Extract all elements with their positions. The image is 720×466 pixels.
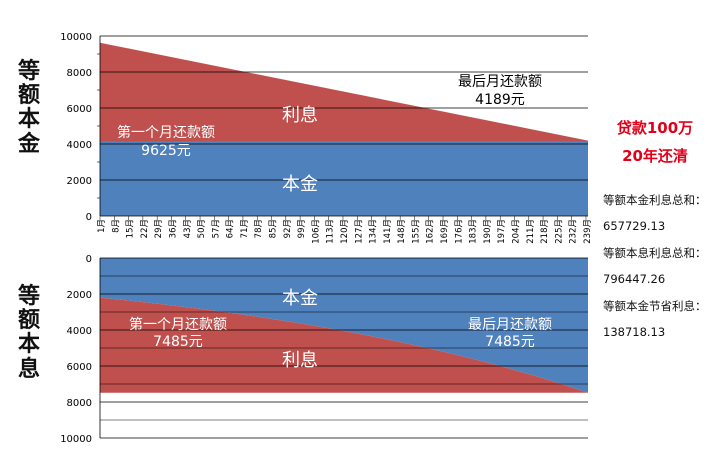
- x-tick-label: 92月: [283, 219, 293, 238]
- bottom-y-tick-label: 6000: [67, 362, 92, 373]
- x-tick-label: 113月: [326, 219, 336, 244]
- top-y-tick-label: 10000: [60, 32, 92, 43]
- note-label-1: 等额本金利息总和：: [603, 193, 707, 207]
- note-label-3: 等额本金节省利息：: [603, 299, 707, 313]
- top-last-payment-value: 4189元: [475, 92, 525, 108]
- loan-term: 20年还清: [622, 147, 688, 165]
- bottom-interest-label: 利息: [282, 350, 318, 371]
- x-tick-label: 141月: [383, 219, 393, 244]
- x-tick-label: 64月: [226, 219, 236, 238]
- top-first-payment-value: 9625元: [141, 143, 191, 159]
- x-tick-label: 162月: [426, 219, 436, 244]
- x-tick-label: 225月: [554, 219, 564, 244]
- bottom-principal-area: [100, 258, 588, 393]
- x-tick-label: 148月: [397, 219, 407, 244]
- x-tick-label: 211月: [526, 219, 536, 244]
- x-tick-label: 176月: [454, 219, 464, 244]
- x-tick-label: 78月: [254, 219, 264, 238]
- top-y-tick-label: 4000: [67, 140, 92, 151]
- top-interest-area: [100, 42, 588, 141]
- x-tick-label: 29月: [154, 219, 164, 238]
- x-tick-label: 204月: [511, 219, 521, 244]
- x-tick-label: 43月: [183, 219, 193, 238]
- note-value-3: 138718.13: [603, 325, 666, 339]
- top-last-payment-label: 最后月还款额: [458, 74, 542, 90]
- x-tick-label: 197月: [497, 219, 507, 244]
- x-tick-label: 190月: [483, 219, 493, 244]
- x-tick-label: 99月: [297, 219, 307, 238]
- x-tick-label: 71月: [240, 219, 250, 238]
- bottom-last-payment-label: 最后月还款额: [468, 317, 552, 333]
- bottom-y-tick-label: 0: [86, 254, 92, 265]
- x-tick-label: 1月: [97, 219, 107, 233]
- top-y-tick-label: 6000: [67, 104, 92, 115]
- bottom-last-payment-value: 7485元: [485, 334, 535, 350]
- top-first-payment-label: 第一个月还款额: [117, 124, 215, 141]
- x-tick-label: 134月: [369, 219, 379, 244]
- x-tick-label: 239月: [583, 219, 593, 244]
- x-tick-label: 183月: [469, 219, 479, 244]
- x-tick-label: 106月: [311, 219, 321, 244]
- top-principal-label: 本金: [282, 174, 318, 195]
- bottom-interest-area: [100, 297, 588, 393]
- x-tick-label: 232月: [569, 219, 579, 244]
- x-tick-label: 169月: [440, 219, 450, 244]
- bottom-y-tick-label: 8000: [67, 398, 92, 409]
- top-y-tick-label: 8000: [67, 68, 92, 79]
- x-tick-label: 50月: [197, 219, 207, 238]
- note-value-1: 657729.13: [603, 219, 666, 233]
- loan-amount: 贷款100万: [616, 119, 694, 137]
- x-tick-label: 85月: [269, 219, 279, 238]
- top-y-tick-label: 2000: [67, 176, 92, 187]
- x-tick-label: 57月: [211, 219, 221, 238]
- note-label-2: 等额本息利息总和：: [603, 246, 707, 260]
- bottom-y-tick-label: 4000: [67, 326, 92, 337]
- bottom-first-payment-value: 7485元: [153, 334, 203, 350]
- bottom-principal-label: 本金: [282, 288, 318, 309]
- note-value-2: 796447.26: [603, 272, 666, 286]
- x-tick-label: 22月: [140, 219, 150, 238]
- top-principal-area: [100, 140, 588, 216]
- top-chart-title: 等额本金: [17, 59, 40, 157]
- x-tick-label: 218月: [540, 219, 550, 244]
- x-tick-label: 8月: [111, 219, 121, 233]
- bottom-chart-title: 等额本息: [17, 284, 40, 382]
- top-y-tick-label: 0: [86, 212, 92, 223]
- x-tick-label: 127月: [354, 219, 364, 244]
- top-interest-label: 利息: [282, 105, 318, 126]
- x-tick-label: 15月: [126, 219, 136, 238]
- bottom-y-tick-label: 10000: [60, 434, 92, 445]
- x-tick-label: 120月: [340, 219, 350, 244]
- x-tick-label: 36月: [168, 219, 178, 238]
- x-tick-label: 155月: [411, 219, 421, 244]
- bottom-y-tick-label: 2000: [67, 290, 92, 301]
- bottom-first-payment-label: 第一个月还款额: [129, 316, 227, 333]
